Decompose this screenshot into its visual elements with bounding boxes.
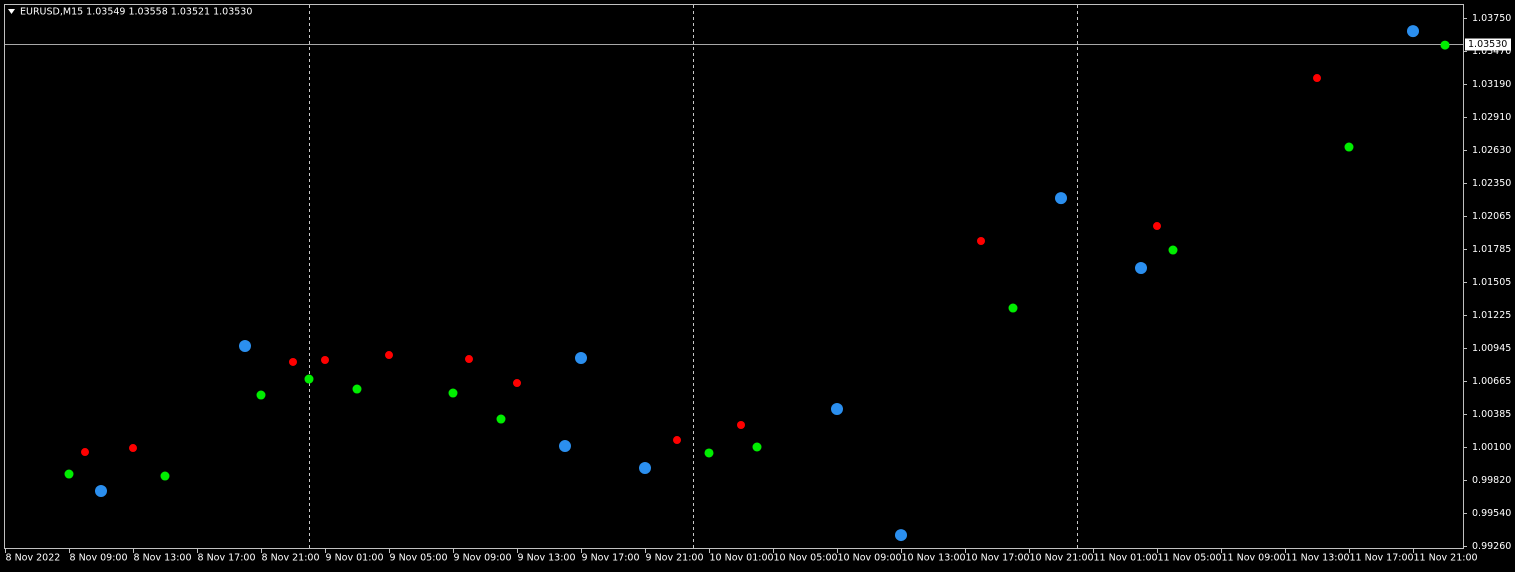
x-tick-label: 10 Nov 09:00 [838,553,902,564]
y-tick-label: 0.99820 [1472,475,1511,486]
signal-dot [352,384,362,394]
x-tick-label: 9 Nov 17:00 [582,553,640,564]
y-tick-label: 0.99260 [1472,541,1511,552]
signal-dot [1440,40,1450,50]
y-tick-label: 1.01505 [1472,277,1511,288]
signal-dot [1055,192,1067,205]
signal-dot [737,421,745,430]
signal-dot [465,355,473,364]
signal-dot [448,388,458,398]
signal-dot [64,469,74,479]
signal-dot [160,471,170,481]
signal-dot [559,440,571,453]
signal-dot [1344,142,1354,152]
y-tick-label: 1.00665 [1472,376,1511,387]
symbol-menu-arrow[interactable] [8,9,15,14]
signal-dot [673,436,681,445]
signal-dot [385,351,393,360]
signal-dot [513,379,521,388]
x-tick-label: 11 Nov 21:00 [1414,553,1478,564]
x-tick-label: 8 Nov 09:00 [70,553,128,564]
y-tick-label: 1.02630 [1472,145,1511,156]
x-tick-label: 10 Nov 17:00 [966,553,1030,564]
y-tick-label: 1.01785 [1472,244,1511,255]
signal-dot [1153,222,1161,231]
x-tick-label: 10 Nov 01:00 [710,553,774,564]
current-price-label: 1.03530 [1468,39,1507,50]
x-tick-label: 11 Nov 17:00 [1350,553,1414,564]
y-tick-label: 1.00100 [1472,442,1511,453]
signal-dot [81,448,89,457]
y-tick-label: 1.01225 [1472,310,1511,321]
y-tick-label: 1.00385 [1472,409,1511,420]
signal-dot [1135,262,1147,275]
x-tick-label: 10 Nov 21:00 [1030,553,1094,564]
signal-dot [575,351,587,364]
signal-dot [321,355,329,364]
x-tick-label: 10 Nov 05:00 [774,553,838,564]
x-tick-label: 9 Nov 01:00 [326,553,384,564]
y-tick-label: 1.02065 [1472,211,1511,222]
signal-dot [1008,303,1018,313]
signal-dot [831,403,843,416]
x-tick-label: 11 Nov 01:00 [1094,553,1158,564]
day-separators [309,5,1078,548]
x-tick-label: 8 Nov 17:00 [198,553,256,564]
signal-dot [304,374,314,384]
y-tick-label: 1.02910 [1472,112,1511,123]
x-tick-label: 8 Nov 2022 [6,553,61,564]
y-tick-label: 0.99540 [1472,508,1511,519]
x-tick-label: 11 Nov 13:00 [1286,553,1350,564]
signal-dot [977,236,985,245]
y-tick-label: 1.03470 [1472,46,1511,57]
current-price-box [1465,38,1511,51]
signal-dot [129,444,137,453]
signal-dot [289,357,297,366]
plot-frame [4,4,1464,549]
signal-dot [496,414,506,424]
signal-dot [239,339,251,352]
signal-dot [1407,25,1419,38]
y-tick-label: 1.00945 [1472,343,1511,354]
signal-dot [256,390,266,400]
y-tick-label: 1.02350 [1472,178,1511,189]
signal-dot [752,442,762,452]
y-tick-label: 1.03750 [1472,13,1511,24]
x-tick-label: 9 Nov 05:00 [390,553,448,564]
x-tick-label: 11 Nov 05:00 [1158,553,1222,564]
signal-dot [95,484,107,497]
y-tick-label: 1.03190 [1472,79,1511,90]
signal-dot [639,462,651,475]
x-tick-label: 9 Nov 13:00 [518,553,576,564]
x-tick-label: 11 Nov 09:00 [1222,553,1286,564]
x-tick-label: 10 Nov 13:00 [902,553,966,564]
x-tick-label: 8 Nov 21:00 [262,553,320,564]
signal-dot [1313,74,1321,83]
x-tick-label: 9 Nov 09:00 [454,553,512,564]
x-tick-label: 9 Nov 21:00 [646,553,704,564]
signal-dot [895,529,907,542]
signal-dot [704,448,714,458]
signal-dot [1168,245,1178,255]
x-tick-label: 8 Nov 13:00 [134,553,192,564]
chart-title: EURUSD,M15 1.03549 1.03558 1.03521 1.035… [20,7,252,18]
